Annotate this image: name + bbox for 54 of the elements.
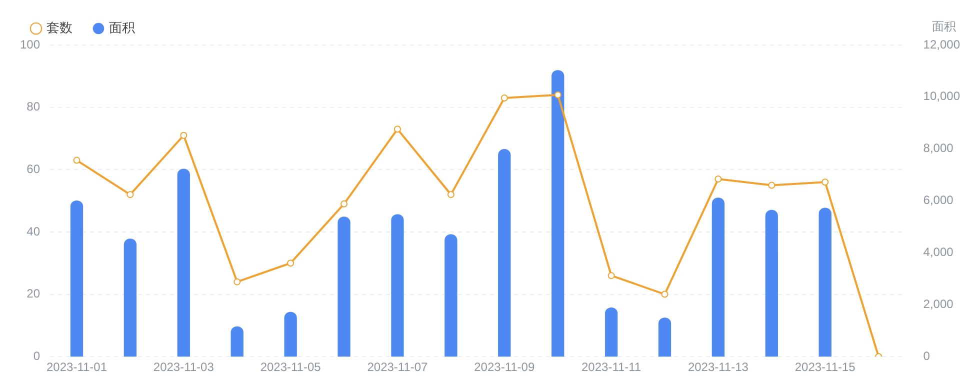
- point: [714, 175, 722, 182]
- bar: [498, 149, 511, 357]
- x-tick-label: 2023-11-03: [153, 360, 214, 374]
- y2-tick-label: 8,000: [923, 141, 954, 156]
- y2-tick-label: 10,000: [923, 89, 960, 104]
- bar: [124, 238, 137, 357]
- y-tick-label: 80: [26, 100, 40, 114]
- y-tick-label: 40: [26, 224, 40, 238]
- point: [126, 191, 134, 198]
- x-tick-label: 2023-11-01: [46, 360, 108, 374]
- bar: [284, 312, 297, 357]
- point: [768, 182, 776, 189]
- y2-tick-label: 2,000: [923, 296, 954, 311]
- y2-tick-label: 4,000: [923, 245, 954, 260]
- point: [661, 290, 668, 298]
- x-tick-label: 2023-11-05: [260, 360, 322, 374]
- bar: [444, 234, 458, 357]
- bar: [230, 326, 244, 357]
- point: [608, 272, 615, 280]
- x-tick-label: 2023-11-09: [474, 360, 535, 374]
- x-tick-label: 2023-11-11: [581, 360, 642, 374]
- bar: [391, 214, 404, 357]
- legend-label: 套数: [46, 20, 72, 36]
- y-tick-label: 100: [20, 37, 40, 52]
- point: [73, 156, 80, 164]
- point: [340, 200, 348, 208]
- x-tick-label: 2023-11-15: [794, 360, 856, 374]
- bar: [712, 198, 725, 357]
- point: [500, 94, 508, 102]
- x-tick-label: 2023-11-13: [688, 360, 749, 374]
- point: [394, 126, 401, 133]
- bar: [338, 216, 350, 357]
- bar: [177, 168, 190, 357]
- y-tick-label: 60: [26, 162, 40, 176]
- bar: [70, 200, 84, 357]
- bar: [658, 318, 672, 357]
- legend-label: 面积: [109, 20, 135, 36]
- point: [234, 278, 241, 286]
- bar: [765, 210, 778, 357]
- point: [447, 191, 454, 198]
- bar: [604, 307, 618, 357]
- point: [822, 178, 829, 186]
- y2-tick-label: 12,000: [923, 37, 960, 52]
- x-tick-label: 2023-11-07: [367, 360, 428, 374]
- bar: [818, 208, 832, 357]
- point: [180, 132, 188, 139]
- y2-tick-label: 0: [923, 348, 930, 363]
- y-tick-label: 20: [26, 286, 40, 301]
- bar: [552, 70, 564, 357]
- point: [287, 260, 294, 267]
- point: [554, 91, 562, 98]
- y2-tick-label: 6,000: [923, 193, 954, 208]
- y2-axis-title: 面积: [932, 19, 956, 34]
- y-tick-label: 0: [33, 348, 40, 363]
